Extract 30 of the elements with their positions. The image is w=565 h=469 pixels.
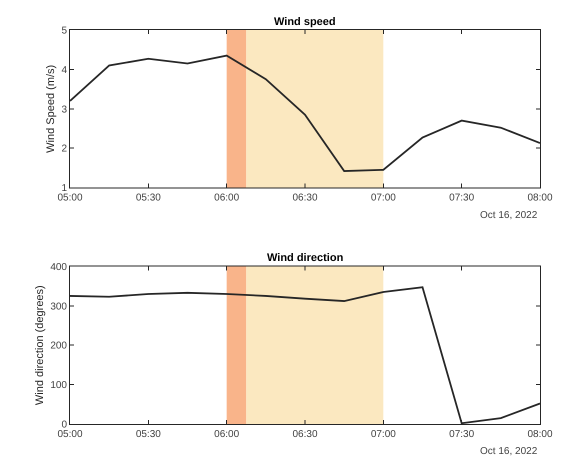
x-tick-label: 07:00 [370,192,396,204]
y-axis-title: Wind Speed (m/s) [45,64,58,153]
x-tick-label: 06:30 [292,192,318,204]
y-tick-label: 4 [61,64,68,76]
y-tick-label: 100 [50,380,68,392]
x-tick-label: 07:00 [370,429,396,440]
x-tick-label: 07:30 [449,429,475,440]
y-tick-label: 3 [61,104,68,116]
x-tick-label: 08:00 [527,429,553,440]
y-axis-title: Wind direction (degrees) [34,285,46,406]
y-tick-label: 5 [61,26,68,36]
y-tick-label: 200 [50,340,68,352]
x-tick-label: 07:30 [449,192,475,204]
chart-title: Wind speed [274,16,336,28]
text: Oct 16, 2022 [480,210,538,221]
x-tick-label: 08:00 [527,192,553,204]
x-tick-label: 05:00 [57,429,83,440]
y-tick-label: 300 [50,301,68,312]
y-tick-label: 0 [61,420,68,430]
y-tick-label: 400 [50,262,68,273]
y-tick-label: 1 [61,183,68,194]
x-tick-label: 06:00 [214,192,240,204]
chart-title: Wind direction [267,252,344,264]
x-tick-label: 05:30 [136,192,162,204]
x-tick-label: 05:00 [57,192,83,204]
x-tick-label: 06:00 [214,429,240,440]
text: Oct 16, 2022 [480,446,538,457]
y-tick-label: 2 [61,144,68,155]
x-tick-label: 05:30 [136,429,162,440]
x-tick-label: 06:30 [292,429,318,440]
